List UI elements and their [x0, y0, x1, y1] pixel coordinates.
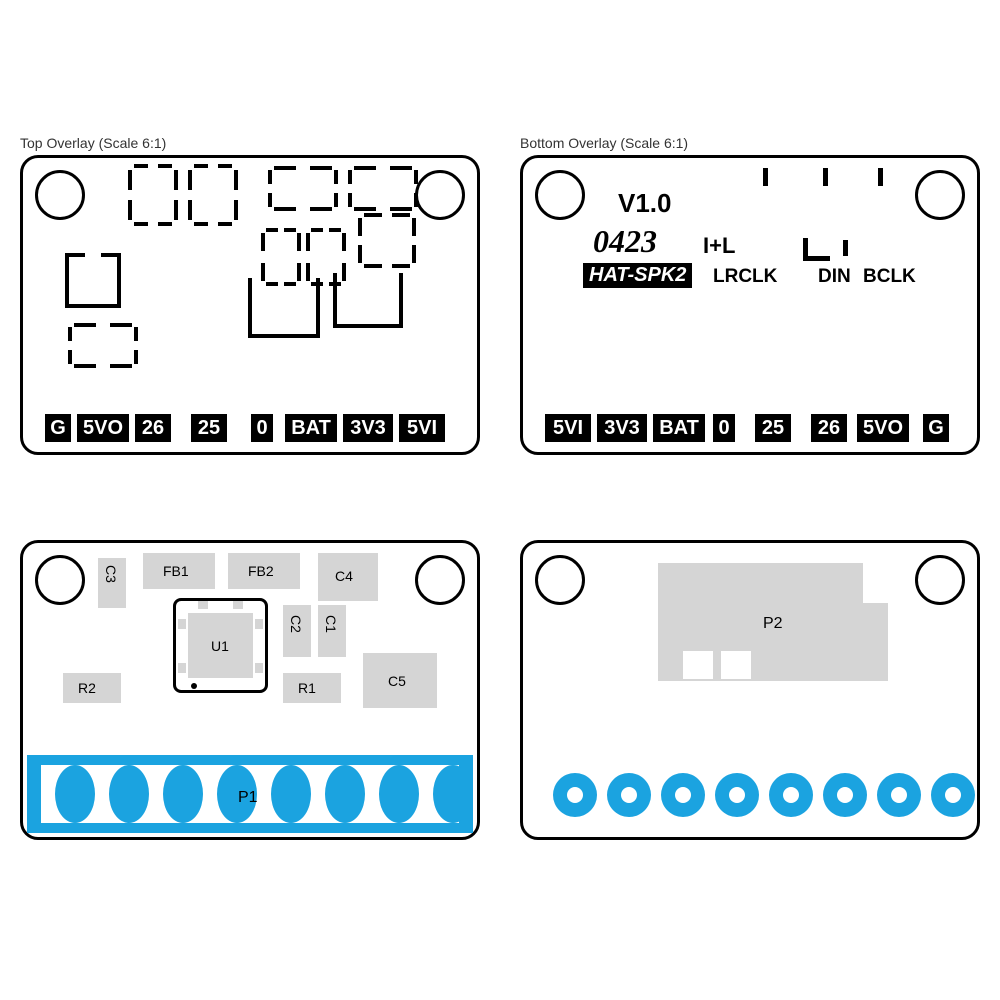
pad-hole — [823, 773, 867, 817]
silk-bracket — [117, 253, 121, 308]
p2-pad — [721, 651, 751, 679]
pin-label: G — [923, 414, 949, 442]
silk-bracket — [248, 278, 252, 292]
label-u1: U1 — [211, 638, 229, 654]
signal-label: DIN — [818, 266, 851, 288]
silk-tick — [843, 240, 848, 256]
label-p1: P1 — [238, 789, 258, 807]
silk-comp — [188, 164, 238, 226]
date-code: 0423 — [593, 223, 657, 260]
pad — [109, 765, 149, 823]
silk-comp — [348, 166, 418, 211]
label-fb1: FB1 — [163, 563, 189, 579]
mounting-hole-tl — [35, 170, 85, 220]
pad — [379, 765, 419, 823]
label-fb2: FB2 — [248, 563, 274, 579]
silk-tick — [823, 168, 828, 186]
label-c5: C5 — [388, 673, 406, 689]
silk-comp — [128, 164, 178, 226]
pin-label: 0 — [251, 414, 273, 442]
label-c3: C3 — [103, 565, 119, 583]
mounting-hole-tr — [915, 555, 965, 605]
pad — [55, 765, 95, 823]
ic-pad — [198, 601, 208, 609]
pin-label: BAT — [653, 414, 705, 442]
signal-label: BCLK — [863, 266, 916, 288]
pad-hole — [661, 773, 705, 817]
pin-label: 5VO — [77, 414, 129, 442]
pin1-dot — [191, 683, 197, 689]
label-r2: R2 — [78, 680, 96, 696]
product-name: HAT-SPK2 — [583, 263, 692, 288]
signal-iplus: I+L — [703, 233, 735, 259]
board-assembly-top: C3 FB1 FB2 C4 U1 C2 C1 R2 R1 C5 P1 — [20, 540, 480, 840]
pin-label: 26 — [135, 414, 171, 442]
pad — [433, 765, 473, 823]
silk-comp — [68, 323, 138, 368]
signal-label: LRCLK — [713, 266, 777, 288]
label-p2: P2 — [763, 615, 783, 633]
pad — [163, 765, 203, 823]
pad-hole — [769, 773, 813, 817]
silk-comp — [268, 166, 338, 211]
title-top-overlay: Top Overlay (Scale 6:1) — [20, 135, 166, 151]
pad-hole — [607, 773, 651, 817]
pad-hole — [553, 773, 597, 817]
p2-notch — [863, 563, 888, 603]
pad-hole — [715, 773, 759, 817]
silk-bracket — [65, 253, 120, 308]
ic-pad — [233, 601, 243, 609]
pin-label: 25 — [191, 414, 227, 442]
pin-label: 0 — [713, 414, 735, 442]
silk-comp — [261, 228, 301, 286]
pin-label: 5VI — [545, 414, 591, 442]
ic-pad — [178, 663, 186, 673]
board-assembly-bottom: P2 — [520, 540, 980, 840]
pin-label: 5VO — [857, 414, 909, 442]
mounting-hole-tl — [535, 555, 585, 605]
pad — [325, 765, 365, 823]
label-c4: C4 — [335, 568, 353, 584]
mounting-hole-tr — [915, 170, 965, 220]
silk-tick — [878, 168, 883, 186]
silk-tick — [763, 168, 768, 186]
board-top-overlay: G 5VO 26 25 0 BAT 3V3 5VI — [20, 155, 480, 455]
pad-hole — [877, 773, 921, 817]
silk-bracket — [333, 273, 403, 328]
ic-pad — [255, 619, 263, 629]
label-c1: C1 — [323, 615, 339, 633]
mounting-hole-tl — [35, 555, 85, 605]
pin-label: 25 — [755, 414, 791, 442]
title-bottom-overlay: Bottom Overlay (Scale 6:1) — [520, 135, 688, 151]
pin-label: 3V3 — [343, 414, 393, 442]
pad-hole — [931, 773, 975, 817]
label-c2: C2 — [288, 615, 304, 633]
pin-label: BAT — [285, 414, 337, 442]
silk-bracket — [803, 238, 830, 261]
ic-pad — [178, 619, 186, 629]
pin-label: 26 — [811, 414, 847, 442]
silk-comp — [358, 213, 416, 268]
silk-bracket — [65, 253, 85, 257]
pin-label: 3V3 — [597, 414, 647, 442]
mounting-hole-tl — [535, 170, 585, 220]
mounting-hole-tr — [415, 555, 465, 605]
pin-label: G — [45, 414, 71, 442]
mounting-hole-tr — [415, 170, 465, 220]
version-label: V1.0 — [618, 188, 672, 219]
pad — [271, 765, 311, 823]
silk-bracket — [316, 278, 320, 292]
pin-label: 5VI — [399, 414, 445, 442]
ic-pad — [255, 663, 263, 673]
label-r1: R1 — [298, 680, 316, 696]
board-bottom-overlay: V1.0 0423 HAT-SPK2 I+L LRCLK DIN BCLK 5V… — [520, 155, 980, 455]
silk-bracket — [248, 288, 320, 338]
p2-pad — [683, 651, 713, 679]
